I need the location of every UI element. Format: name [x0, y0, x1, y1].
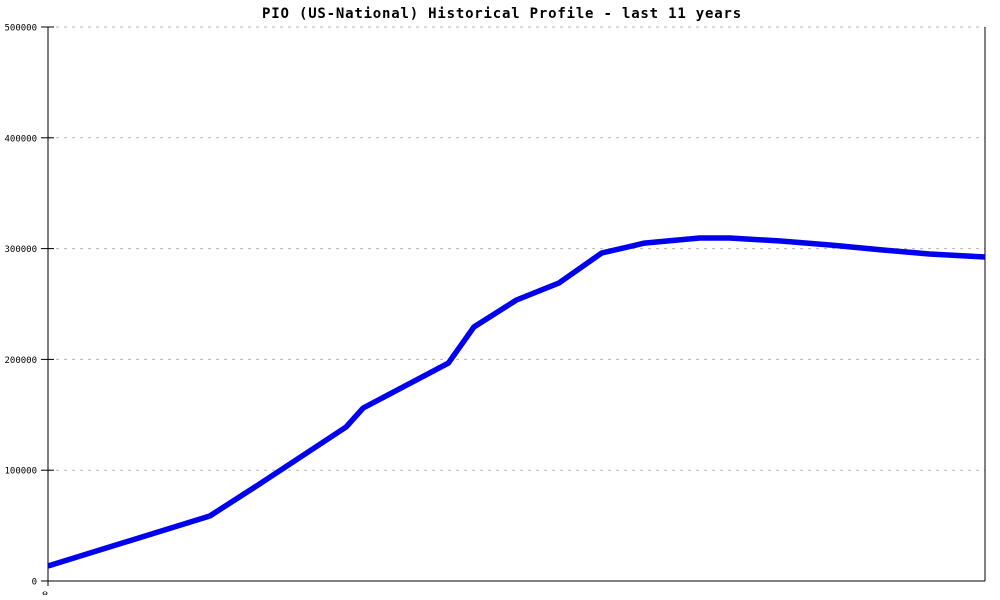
y-tick-label: 400000 — [4, 134, 37, 144]
y-tick-label: 0 — [32, 578, 37, 588]
chart-title: PIO (US-National) Historical Profile - l… — [262, 6, 742, 22]
y-tick-label: 500000 — [4, 24, 37, 34]
y-tick-label: 100000 — [4, 467, 37, 477]
y-tick-label: 200000 — [4, 356, 37, 366]
y-tick-label: 300000 — [4, 245, 37, 255]
x-origin-label: 0 — [42, 591, 49, 596]
data-series-line — [47, 235, 986, 569]
